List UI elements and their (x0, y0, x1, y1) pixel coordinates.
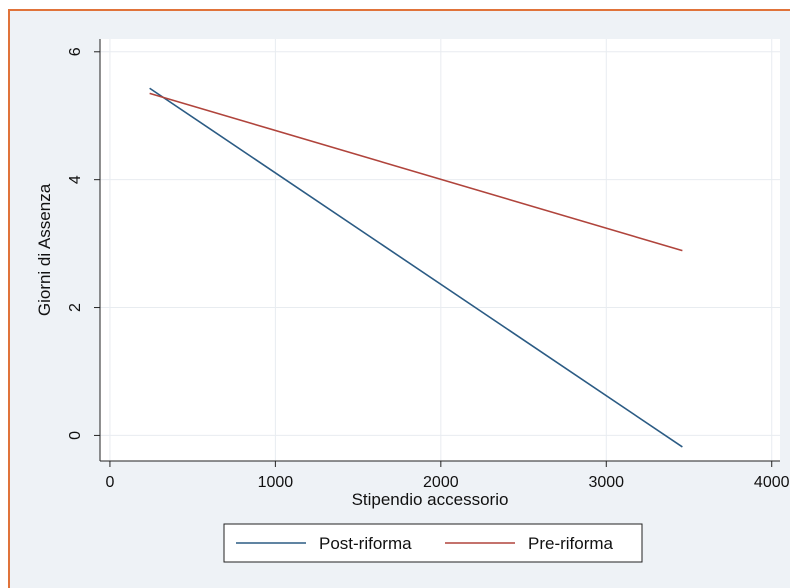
x-tick-label: 3000 (588, 474, 624, 491)
chart-frame: 0 2 4 6 0 1000 2000 3000 4000 Stipendio accessor… (8, 9, 790, 588)
series-line-pre-riforma (149, 92, 683, 252)
x-tick-label: 2000 (423, 474, 459, 491)
series-lines (149, 87, 683, 448)
x-axis-title: Stipendio accessorio (352, 490, 509, 509)
x-tick-label: 1000 (258, 474, 294, 491)
y-tick-label: 4 (67, 175, 84, 184)
plot-area (100, 39, 780, 461)
axes: 0 2 4 6 0 1000 2000 3000 4000 (67, 39, 790, 491)
legend-label: Post-riforma (319, 534, 412, 553)
y-tick-label: 0 (67, 431, 84, 440)
series-line-post-riforma (149, 87, 683, 448)
legend-label: Pre-riforma (528, 534, 614, 553)
y-tick-label: 6 (67, 47, 84, 56)
x-tick-label: 0 (105, 474, 114, 491)
legend: Post-riforma Pre-riforma (223, 523, 643, 563)
line-chart: 0 2 4 6 0 1000 2000 3000 4000 Stipendio accessor… (35, 39, 790, 563)
x-tick-label: 4000 (754, 474, 790, 491)
y-axis-title: Giorni di Assenza (35, 183, 54, 316)
y-tick-label: 2 (67, 303, 84, 312)
